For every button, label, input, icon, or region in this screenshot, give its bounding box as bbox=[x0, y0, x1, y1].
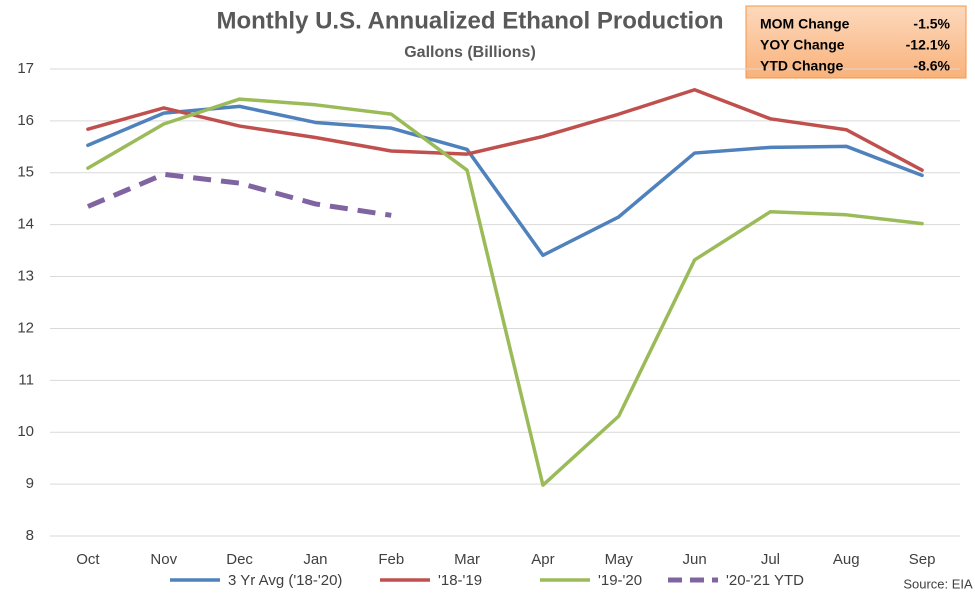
x-tick-label: Jul bbox=[761, 551, 780, 568]
x-tick-label: Apr bbox=[531, 551, 554, 568]
series-line bbox=[86, 97, 924, 487]
chart-subtitle: Gallons (Billions) bbox=[404, 44, 536, 61]
summary-value: -1.5% bbox=[913, 16, 950, 32]
source: Source: EIA bbox=[903, 576, 973, 591]
summary-label: MOM Change bbox=[760, 16, 850, 32]
x-tick-label: Mar bbox=[454, 551, 480, 568]
summary-label: YTD Change bbox=[760, 58, 843, 74]
series-line bbox=[86, 171, 392, 218]
x-tick-label: Feb bbox=[378, 551, 404, 568]
legend-label: 3 Yr Avg ('18-'20) bbox=[228, 572, 342, 589]
summary-value: -8.6% bbox=[913, 58, 950, 74]
x-tick-label: Dec bbox=[226, 551, 253, 568]
y-tick-label: 10 bbox=[17, 423, 34, 440]
summary-box bbox=[745, 5, 967, 79]
x-tick-label: Jun bbox=[682, 551, 706, 568]
y-tick-label: 15 bbox=[17, 164, 34, 181]
y-tick-label: 13 bbox=[17, 268, 34, 285]
series-line bbox=[86, 88, 924, 172]
x-tick-label: Nov bbox=[150, 551, 177, 568]
legend-label: '18-'19 bbox=[438, 572, 482, 589]
y-tick-label: 14 bbox=[17, 216, 34, 233]
x-tick-label: Sep bbox=[909, 551, 936, 568]
summary-label: YOY Change bbox=[760, 37, 845, 53]
chart-title: Monthly U.S. Annualized Ethanol Producti… bbox=[216, 7, 723, 34]
series-line bbox=[86, 104, 924, 258]
legend-label: '20-'21 YTD bbox=[726, 572, 804, 589]
y-tick-label: 9 bbox=[26, 475, 34, 492]
y-tick-label: 16 bbox=[17, 112, 34, 129]
x-tick-label: May bbox=[605, 551, 634, 568]
legend-label: '19-'20 bbox=[598, 572, 642, 589]
y-tick-label: 11 bbox=[18, 371, 34, 388]
y-tick-label: 8 bbox=[26, 527, 34, 544]
y-tick-label: 17 bbox=[17, 60, 34, 77]
x-tick-label: Aug bbox=[833, 551, 860, 568]
y-tick-label: 12 bbox=[17, 319, 34, 336]
x-tick-label: Oct bbox=[76, 551, 100, 568]
summary-value: -12.1% bbox=[906, 37, 951, 53]
x-tick-label: Jan bbox=[303, 551, 327, 568]
